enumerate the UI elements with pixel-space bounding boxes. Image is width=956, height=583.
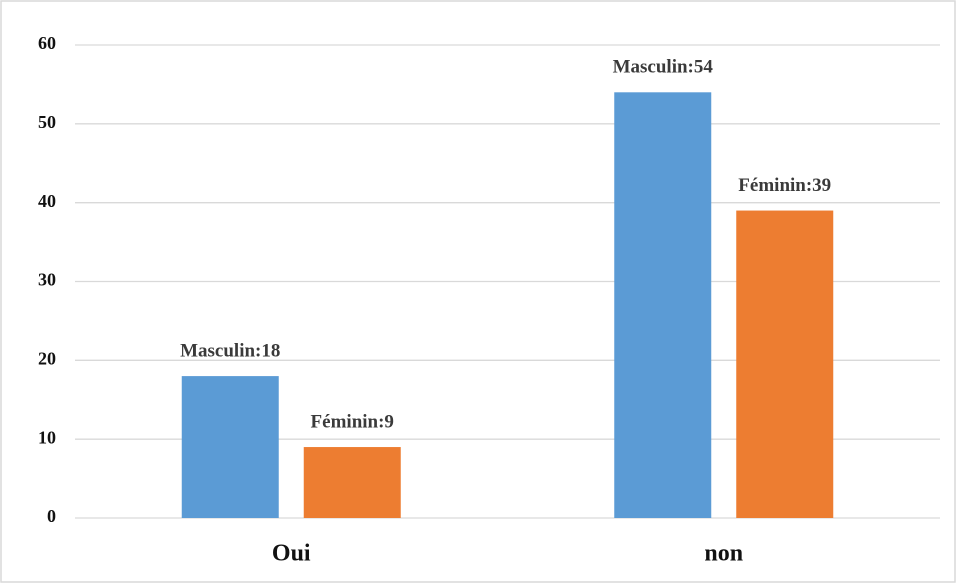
value-label: Masculin:18 bbox=[180, 340, 280, 361]
y-tick-label: 50 bbox=[38, 112, 56, 132]
y-tick-label: 40 bbox=[38, 191, 56, 211]
y-tick-label: 0 bbox=[47, 506, 56, 526]
bar bbox=[181, 376, 279, 518]
bar bbox=[614, 92, 712, 519]
x-tick-label: Oui bbox=[272, 541, 311, 567]
bar bbox=[303, 447, 401, 518]
bar bbox=[736, 210, 834, 519]
y-tick-label: 30 bbox=[38, 270, 56, 290]
y-tick-label: 10 bbox=[38, 427, 56, 447]
x-tick-label: non bbox=[704, 541, 743, 567]
y-tick-label: 60 bbox=[38, 33, 56, 53]
value-label: Féminin:39 bbox=[738, 175, 831, 196]
value-label: Masculin:54 bbox=[613, 57, 714, 78]
y-tick-label: 20 bbox=[38, 348, 56, 368]
value-label: Féminin:9 bbox=[311, 411, 394, 432]
